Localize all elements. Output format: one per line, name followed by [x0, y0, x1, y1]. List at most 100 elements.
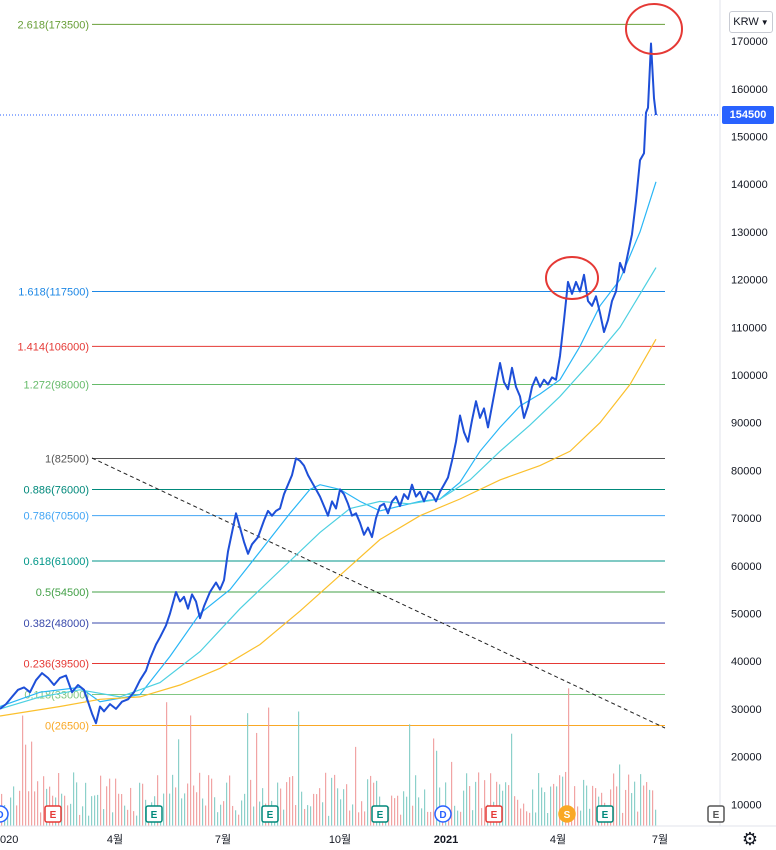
volume-bar	[355, 746, 357, 826]
volume-bar	[538, 773, 540, 826]
volume-bar	[73, 772, 75, 826]
volume-bar	[268, 707, 270, 826]
volume-bar	[622, 812, 624, 826]
volume-bar	[184, 793, 186, 826]
volume-bar	[157, 775, 159, 826]
gear-icon[interactable]: ⚙	[741, 829, 759, 849]
last-price-label: 154500	[729, 109, 767, 121]
volume-bar	[586, 785, 588, 826]
volume-bar	[307, 805, 309, 826]
volume-bar	[445, 782, 447, 826]
price-tick-label: 140000	[731, 179, 768, 191]
volume-bar	[325, 772, 327, 826]
time-tick-label: 10월	[329, 833, 351, 846]
fib-label: 0.618(61000)	[24, 556, 89, 568]
volume-bar	[244, 793, 246, 826]
volume-bar	[229, 775, 231, 826]
volume-bar	[226, 782, 228, 826]
volume-bar	[64, 795, 66, 826]
volume-bar	[211, 778, 213, 826]
fib-label: 1.618(117500)	[18, 286, 89, 298]
volume-bar	[130, 787, 132, 826]
volume-bar	[88, 815, 90, 826]
fib-label: 1.272(98000)	[24, 380, 89, 392]
marker-shape	[596, 805, 614, 823]
volume-bar	[415, 775, 417, 826]
price-tick-label: 110000	[731, 322, 767, 334]
volume-bar	[22, 715, 24, 826]
volume-bar	[319, 788, 321, 826]
volume-bar	[241, 800, 243, 826]
event-marker: S	[558, 805, 576, 823]
volume-bar	[637, 811, 639, 826]
volume-bar	[430, 811, 432, 826]
volume-bar	[277, 782, 279, 826]
price-tick-label: 130000	[731, 227, 768, 239]
volume-bar	[454, 805, 456, 826]
volume-bar	[16, 805, 18, 826]
moving-average-line	[0, 181, 657, 708]
volume-bar	[25, 744, 27, 826]
price-axis-ticks: 10000 20000 30000 40000 50000 60000 70000 80000…	[731, 36, 768, 811]
volume-bar	[181, 798, 183, 826]
volume-bar	[520, 808, 522, 826]
currency-selector[interactable]: KRW ▼	[729, 11, 773, 33]
volume-bar	[613, 773, 615, 826]
volume-bar	[316, 794, 318, 826]
volume-bar	[43, 776, 45, 826]
volume-bar	[139, 782, 141, 826]
price-tick-label: 120000	[731, 275, 768, 287]
moving-averages	[0, 181, 657, 717]
marker-letter: E	[713, 810, 720, 821]
volume-bar	[448, 815, 450, 826]
volume-bar	[505, 782, 507, 826]
volume-bar	[583, 779, 585, 826]
volume-bar	[175, 787, 177, 826]
volume-bar	[82, 806, 84, 826]
volume-bar	[172, 774, 174, 826]
price-tick-label: 60000	[731, 561, 762, 573]
volume-bar	[553, 783, 555, 826]
volume-bar	[460, 811, 462, 826]
volume-bar	[286, 782, 288, 826]
marker-letter: E	[491, 810, 498, 821]
price-tick-label: 20000	[731, 752, 762, 764]
volume-bar	[457, 810, 459, 826]
marker-shape	[707, 805, 725, 823]
volume-bar	[517, 799, 519, 826]
volume-bar	[103, 809, 105, 826]
volume-bar	[337, 788, 339, 826]
volume-bar	[418, 797, 420, 826]
volume-bar	[205, 805, 207, 826]
volume-bar	[328, 815, 330, 826]
time-tick-label: 7월	[652, 833, 668, 846]
volume-bar	[376, 780, 378, 826]
volume-bar	[550, 786, 552, 826]
volume-bar	[223, 801, 225, 826]
volume-bar	[631, 793, 633, 826]
marker-letter: E	[267, 810, 274, 821]
volume-bar	[31, 741, 33, 826]
fib-label: 0(26500)	[45, 721, 89, 733]
volume-bar	[94, 795, 96, 826]
volume-bar	[37, 781, 39, 826]
volume-bar	[121, 794, 123, 826]
volume-bar	[76, 782, 78, 826]
price-tick-label: 50000	[731, 608, 762, 620]
volume-bar	[67, 805, 69, 826]
volume-bar	[526, 811, 528, 826]
price-tick-label: 40000	[731, 656, 762, 668]
volume-bar	[247, 713, 249, 826]
event-marker: E	[261, 805, 279, 823]
volume-bar	[556, 786, 558, 826]
volume-bar	[565, 771, 567, 826]
volume-bar	[343, 789, 345, 826]
volume-bar	[142, 783, 144, 826]
annotation-circle-top	[625, 3, 683, 55]
volume-bar	[235, 810, 237, 826]
volume-bar	[238, 814, 240, 826]
price-series-line	[0, 42, 657, 725]
volume-bar	[655, 809, 657, 826]
price-tick-label: 170000	[731, 36, 768, 48]
